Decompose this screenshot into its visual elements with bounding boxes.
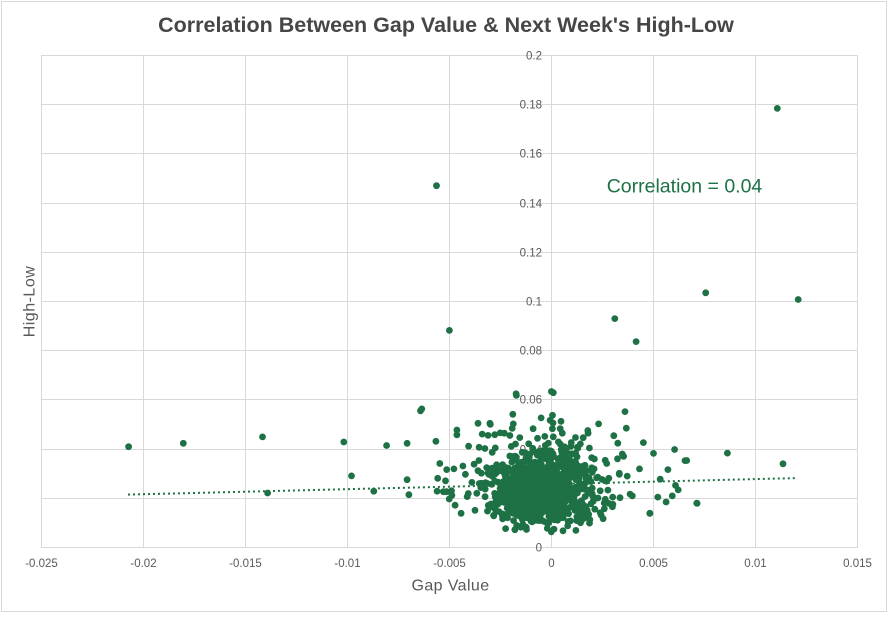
- svg-text:Correlation Between Gap Value: Correlation Between Gap Value & Next Wee…: [158, 13, 734, 37]
- svg-text:0.16: 0.16: [520, 149, 542, 161]
- svg-text:Gap Value: Gap Value: [411, 578, 489, 595]
- svg-text:0.01: 0.01: [744, 558, 766, 570]
- svg-text:0.1: 0.1: [526, 297, 542, 309]
- svg-text:-0.015: -0.015: [229, 558, 262, 570]
- svg-text:0.06: 0.06: [520, 395, 542, 407]
- svg-text:-0.01: -0.01: [334, 558, 360, 570]
- svg-text:0.08: 0.08: [520, 346, 542, 358]
- svg-text:0.12: 0.12: [520, 248, 542, 260]
- svg-text:0.14: 0.14: [520, 199, 543, 211]
- svg-text:0: 0: [536, 543, 542, 555]
- svg-text:-0.02: -0.02: [130, 558, 156, 570]
- svg-text:-0.005: -0.005: [433, 558, 466, 570]
- svg-text:0.015: 0.015: [843, 558, 872, 570]
- svg-text:0: 0: [548, 558, 554, 570]
- svg-text:0.005: 0.005: [639, 558, 668, 570]
- svg-text:0.18: 0.18: [520, 100, 542, 112]
- svg-text:High-Low: High-Low: [22, 266, 39, 338]
- svg-text:0.2: 0.2: [526, 51, 542, 63]
- svg-text:Correlation = 0.04: Correlation = 0.04: [607, 175, 763, 197]
- svg-text:-0.025: -0.025: [25, 558, 58, 570]
